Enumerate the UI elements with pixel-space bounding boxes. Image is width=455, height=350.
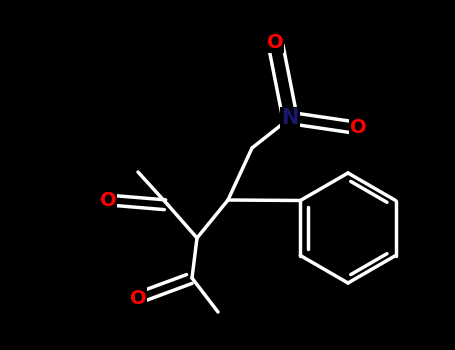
- Text: O: O: [350, 119, 366, 138]
- Text: O: O: [100, 190, 116, 210]
- Text: N: N: [281, 108, 298, 128]
- Text: O: O: [267, 33, 283, 51]
- Text: O: O: [130, 288, 147, 308]
